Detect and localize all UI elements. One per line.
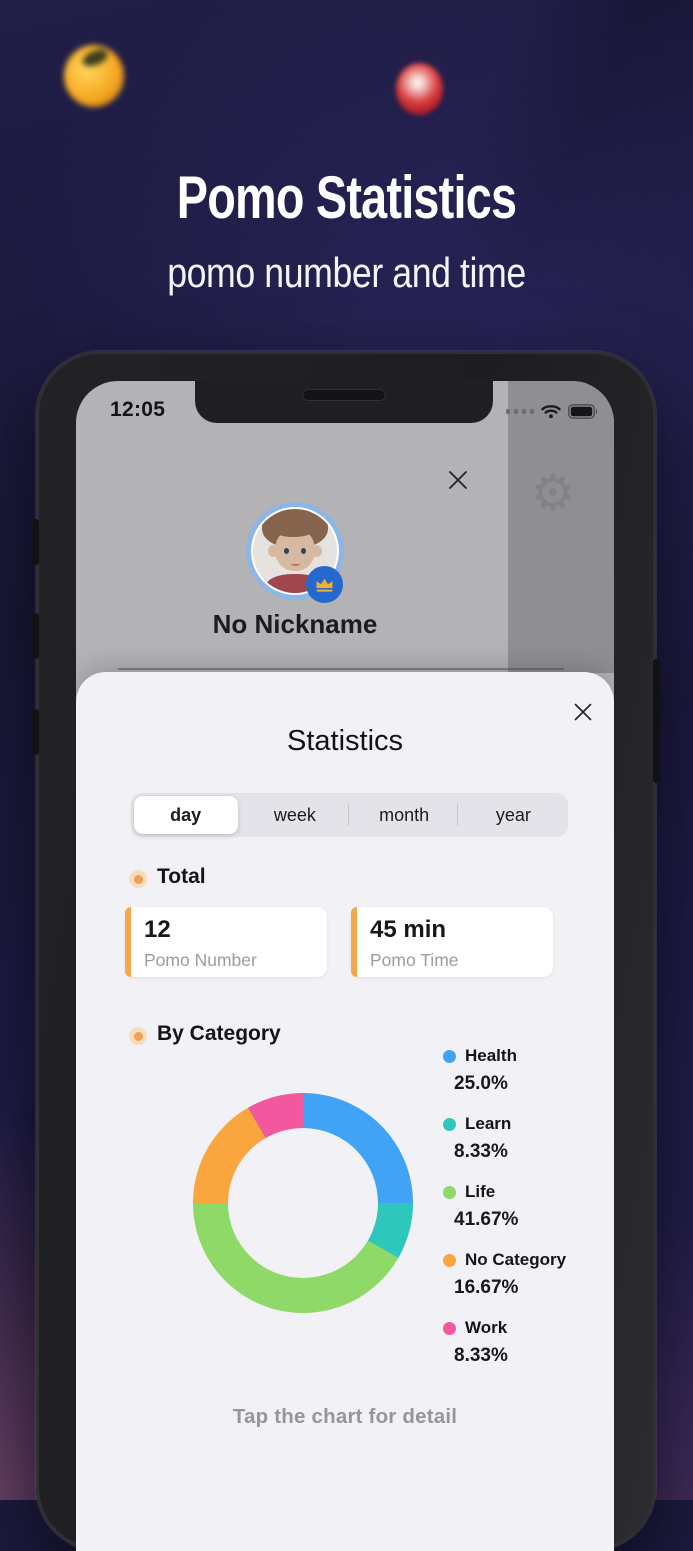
category-legend: Health 25.0% Learn 8.33% Life 41.67% No … [443,1046,566,1386]
page-subtitle: pomo number and time [167,249,526,296]
profile-nickname: No Nickname [212,609,378,639]
status-icons [505,404,600,419]
time-range-segmented-control[interactable]: day week month year [131,793,568,837]
by-category-heading: By Category [157,1022,281,1045]
legend-item: Health 25.0% [443,1046,566,1095]
legend-name: Work [465,1318,508,1337]
profile-divider [118,668,564,670]
legend-percent: 8.33% [454,1141,508,1162]
mute-switch [32,519,39,565]
legend-item: No Category 16.67% [443,1250,566,1299]
tab-day[interactable]: day [131,793,240,837]
phone-screen: 12:05 [76,381,614,1551]
close-icon [445,467,471,493]
segment-thumb [134,796,238,834]
vip-badge [306,566,343,603]
cellular-signal-dots [505,409,534,414]
sheet-close-button[interactable] [571,700,595,724]
total-bullet-icon [129,870,147,888]
legend-item: Learn 8.33% [443,1114,566,1163]
pomo-time-value: 45 min [370,916,447,943]
legend-item: Work 8.33% [443,1318,566,1367]
card-accent-bar [351,907,357,977]
category-bullet-icon [129,1027,147,1045]
page-title: Pomo Statistics [176,164,517,231]
power-button [653,659,660,783]
tab-week[interactable]: week [240,793,349,837]
pomo-number-value: 12 [144,916,171,943]
pomo-tomato-decoration [64,45,124,107]
legend-percent: 8.33% [454,1345,508,1366]
phone-mockup: 12:05 [32,351,660,1551]
legend-dot [443,1185,456,1199]
legend-percent: 41.67% [454,1209,519,1230]
statistics-sheet: Statistics day week month year Total 12 … [76,672,614,1551]
legend-dot [443,1117,456,1131]
legend-percent: 25.0% [454,1073,508,1094]
category-donut-chart[interactable] [193,1093,413,1313]
pomo-number-card: 12 Pomo Number [125,907,327,977]
legend-name: No Category [465,1250,567,1269]
segment-divider [457,804,458,826]
segment-divider [348,804,349,826]
gear-icon: ⚙ [530,464,576,522]
settings-panel-strip [508,381,614,673]
speaker [302,389,386,401]
settings-button[interactable]: ⚙ [526,466,580,520]
sheet-title: Statistics [286,725,404,757]
battery-icon [568,404,599,419]
wifi-icon [541,404,561,419]
legend-name: Health [465,1046,517,1065]
legend-item: Life 41.67% [443,1182,566,1231]
legend-name: Learn [465,1114,512,1133]
pomo-number-label: Pomo Number [144,950,257,970]
crown-icon [314,577,335,593]
profile-close-button[interactable] [445,467,471,493]
legend-percent: 16.67% [454,1277,519,1298]
volume-up-button [32,613,39,659]
chart-hint: Tap the chart for detail [232,1405,458,1428]
close-icon [571,700,595,724]
red-ball-decoration [396,63,443,115]
tomato-leaf [80,47,110,69]
notch [195,381,493,423]
tab-month[interactable]: month [350,793,459,837]
legend-dot [443,1049,456,1063]
legend-dot [443,1253,456,1267]
volume-down-button [32,709,39,755]
card-accent-bar [125,907,131,977]
tab-year[interactable]: year [459,793,568,837]
legend-name: Life [465,1182,496,1201]
total-heading: Total [157,865,206,888]
pomo-time-label: Pomo Time [370,950,459,970]
legend-dot [443,1321,456,1335]
pomo-time-card: 45 min Pomo Time [351,907,553,977]
status-time: 12:05 [110,398,166,421]
